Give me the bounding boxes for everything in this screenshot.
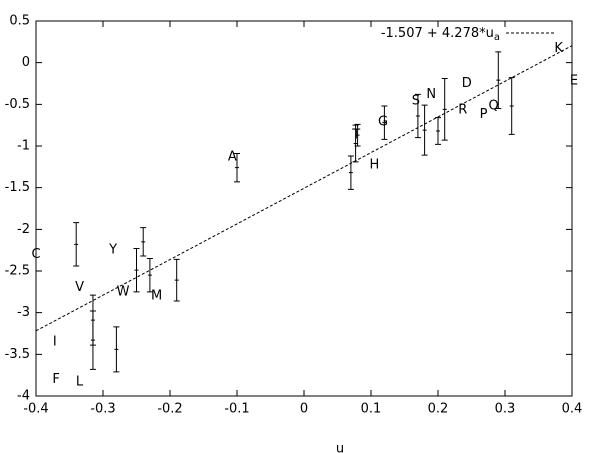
error-bar	[508, 77, 515, 135]
error-bar	[347, 155, 354, 190]
error-bar	[352, 124, 359, 163]
point-label: N	[426, 87, 436, 102]
error-bar	[414, 93, 421, 139]
fit-line	[35, 45, 573, 332]
y-tick-label: -3.5	[5, 347, 30, 362]
point-label: T	[351, 128, 360, 143]
legend-label-main: -1.507 + 4.278*u	[381, 26, 494, 41]
x-axis-label: u	[336, 442, 344, 453]
x-tick-label: -0.1	[224, 402, 249, 417]
point-label: I	[53, 334, 57, 349]
error-bar	[89, 310, 96, 370]
error-bar	[133, 248, 140, 293]
point-label: V	[75, 280, 84, 295]
point-label: E	[570, 74, 578, 89]
point-label: Q	[488, 99, 498, 114]
x-tick-label: 0.1	[361, 402, 382, 417]
point-label: F	[52, 372, 59, 387]
error-bar	[73, 222, 80, 267]
x-tick-label: 0.3	[495, 402, 516, 417]
y-tick-label: -2.5	[5, 264, 30, 279]
legend-label: -1.507 + 4.278*ua	[381, 26, 500, 44]
error-bar	[421, 104, 428, 156]
y-tick-label: -3	[17, 305, 30, 320]
point-label: G	[378, 114, 388, 129]
point-label: Y	[108, 243, 117, 258]
y-tick-label: -2	[17, 222, 30, 237]
y-tick-label: 0	[22, 55, 30, 70]
point-label: D	[462, 76, 472, 91]
point-label: P	[480, 107, 488, 122]
error-bar	[435, 117, 441, 145]
y-tick-label: -4	[17, 389, 30, 404]
error-bar	[234, 153, 240, 183]
error-bar	[495, 51, 502, 109]
point-label: K	[554, 41, 563, 56]
error-bar	[146, 258, 153, 293]
x-tick-label: -0.3	[90, 402, 115, 417]
point-label: C	[31, 247, 40, 262]
x-tick-label: -0.4	[23, 402, 48, 417]
legend-label-sub: a	[494, 32, 500, 43]
y-tick-label: 0.5	[9, 14, 30, 29]
point-label: R	[458, 103, 467, 118]
point-label: L	[76, 374, 84, 389]
y-tick-label: -1.5	[5, 180, 30, 195]
point-label: A	[228, 149, 237, 164]
error-bar	[113, 326, 120, 373]
x-tick-label: -0.2	[157, 402, 182, 417]
x-tick-label: 0.4	[562, 402, 583, 417]
error-bar	[354, 123, 361, 147]
x-tick-label: 0.2	[428, 402, 449, 417]
error-bar	[441, 78, 448, 141]
y-tick-label: -1	[17, 139, 30, 154]
error-bar	[140, 227, 147, 257]
error-bar	[381, 105, 388, 140]
error-bar	[173, 258, 180, 302]
point-label: H	[369, 158, 379, 173]
x-tick-label: 0	[300, 402, 308, 417]
point-label: W	[117, 284, 130, 299]
point-label: M	[151, 289, 162, 304]
point-label: S	[412, 94, 420, 109]
y-tick-label: -0.5	[5, 97, 30, 112]
